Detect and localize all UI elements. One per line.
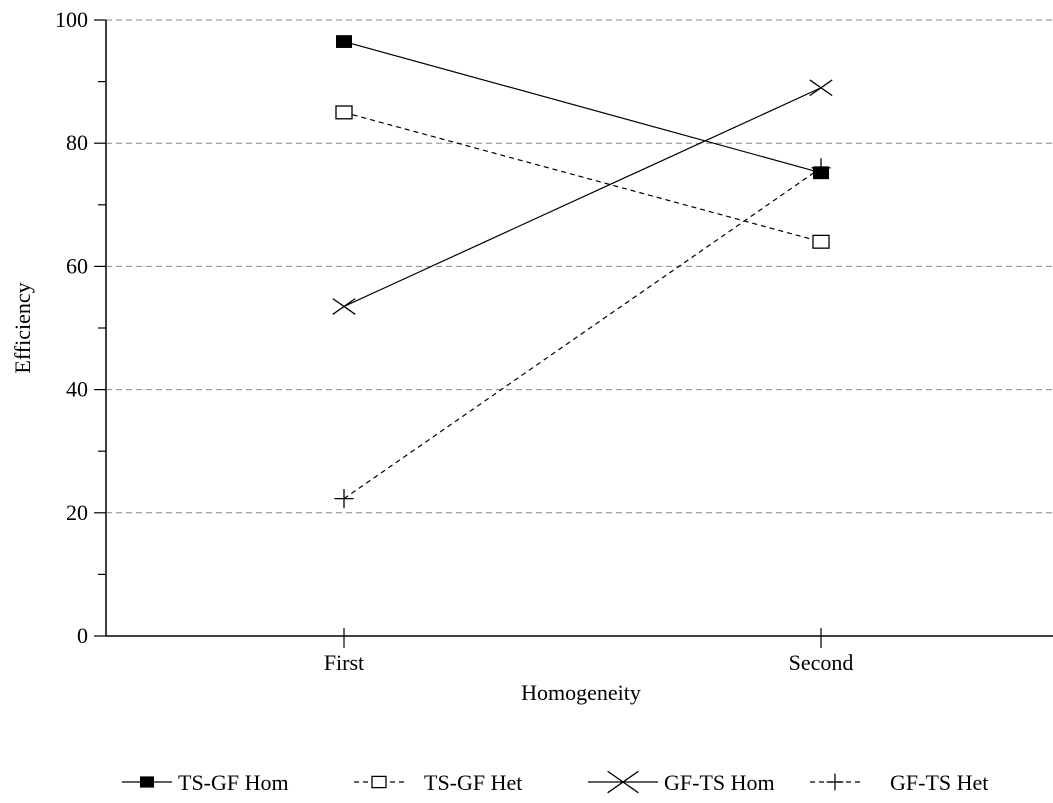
marker-filled-square [140, 776, 154, 788]
axes [105, 20, 1053, 637]
series-gf-ts-het [334, 158, 831, 509]
y-tick-label: 0 [77, 623, 88, 648]
x-ticks: First Second [324, 628, 854, 675]
marker-open-square [371, 775, 387, 789]
y-tick-label: 40 [66, 377, 88, 402]
marker-open-square [335, 105, 353, 120]
legend: TS-GF Hom TS-GF Het GF-TS Hom GF-TS Het [122, 770, 988, 795]
marker-open-square [812, 234, 830, 249]
marker-filled-square [336, 35, 352, 48]
x-axis-title: Homogeneity [521, 680, 641, 705]
y-axis-title: Efficiency [10, 282, 35, 373]
legend-item: TS-GF Het [354, 770, 522, 795]
y-tick-label: 100 [55, 7, 88, 32]
y-tick-label: 80 [66, 130, 88, 155]
series-line [343, 167, 822, 500]
series-layer [332, 35, 833, 509]
legend-item: TS-GF Hom [122, 770, 289, 795]
legend-item: GF-TS Het [810, 770, 988, 795]
series-ts-gf-hom [336, 35, 829, 180]
y-tick-label: 60 [66, 253, 88, 278]
y-tick-label: 20 [66, 500, 88, 525]
marker-x [332, 298, 356, 315]
marker-x [809, 79, 833, 97]
legend-item: GF-TS Hom [588, 770, 775, 795]
legend-label: GF-TS Hom [664, 770, 775, 795]
series-gf-ts-hom [332, 79, 833, 315]
marker-x [607, 770, 639, 794]
x-tick-label: Second [789, 650, 854, 675]
legend-label: GF-TS Het [890, 770, 988, 795]
series-line [343, 87, 822, 307]
gridlines [106, 19, 1053, 514]
series-line [343, 111, 822, 243]
series-ts-gf-het [335, 105, 830, 249]
x-tick-label: First [324, 650, 364, 675]
series-line [343, 40, 822, 174]
y-ticks: 0 20 40 60 80 100 [55, 7, 106, 648]
legend-label: TS-GF Het [424, 770, 522, 795]
legend-label: TS-GF Hom [178, 770, 289, 795]
